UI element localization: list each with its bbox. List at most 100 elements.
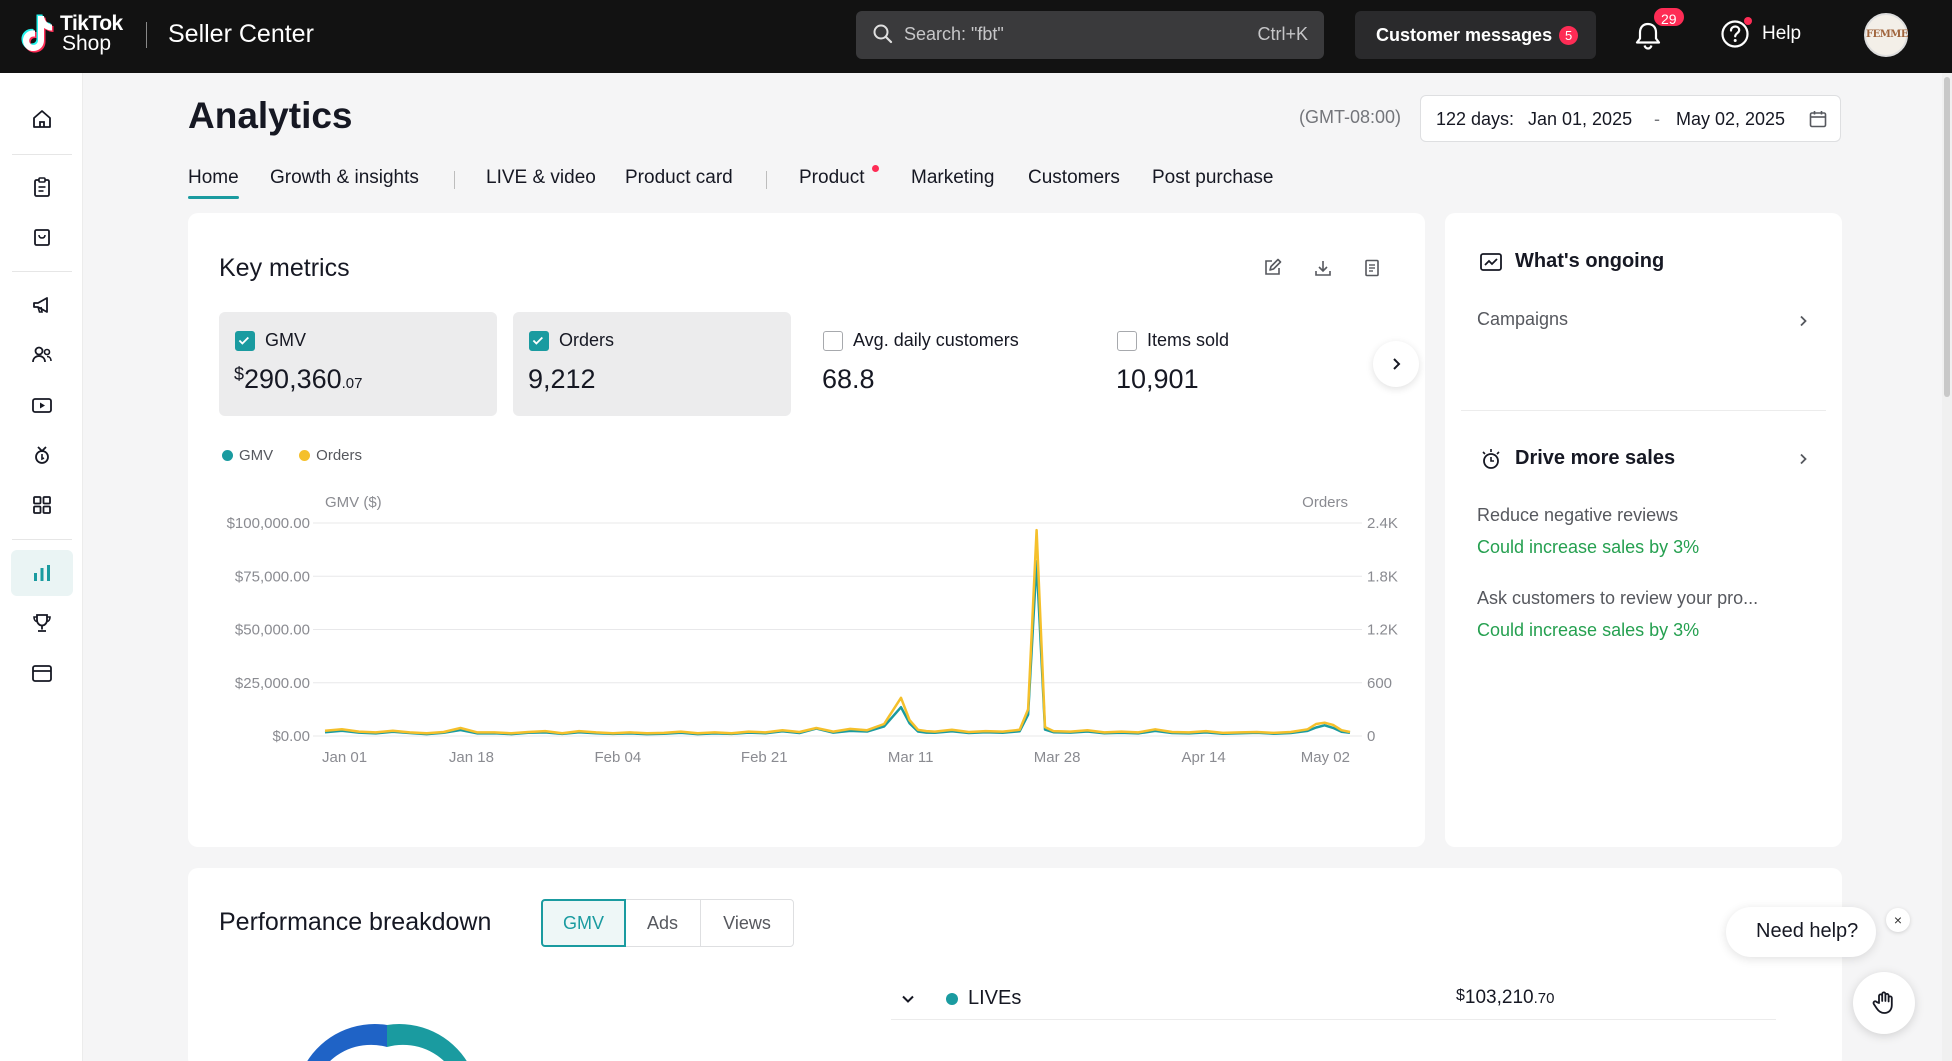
lives-amount: 103,210 — [1464, 987, 1534, 1008]
sidebar-item-marketing[interactable] — [11, 282, 73, 328]
orders-value: 9,212 — [528, 364, 596, 394]
sidebar-item-affiliates[interactable] — [11, 332, 73, 378]
tab-customers[interactable]: Customers — [1028, 167, 1120, 188]
x-tick: May 02 — [1301, 749, 1350, 766]
drive-more-sales-title[interactable]: Drive more sales — [1515, 447, 1676, 469]
gmv-cents: .07 — [341, 375, 363, 392]
top-bar: TikTok Shop Seller Center Search: "fbt" … — [0, 0, 1952, 73]
page-scrollbar[interactable] — [1942, 73, 1952, 1061]
x-tick: Apr 14 — [1181, 749, 1225, 766]
help-chat-button[interactable] — [1853, 972, 1915, 1034]
sidebar-item-finance[interactable] — [11, 650, 73, 696]
tab-live-video[interactable]: LIVE & video — [486, 167, 596, 188]
metrics-next-button[interactable] — [1373, 341, 1419, 387]
bell-icon[interactable] — [1632, 20, 1664, 52]
product-tab-dot — [872, 165, 879, 172]
y-tick-right: 1.8K — [1367, 568, 1398, 585]
series-line-orders[interactable] — [324, 528, 1351, 735]
help-label: Help — [1762, 23, 1802, 44]
search-input[interactable]: Search: "fbt" Ctrl+K — [856, 11, 1324, 59]
gmv-legend-label: GMV — [239, 447, 274, 464]
recommendation-title[interactable]: Ask customers to review your pro... — [1477, 588, 1759, 608]
gmv-amount: 290,360 — [244, 364, 342, 394]
date-range-end[interactable]: May 02, 2025 — [1676, 109, 1786, 129]
logo-line1: TikTok — [60, 12, 123, 35]
bar-chart-icon — [34, 565, 50, 581]
chevron-right-icon[interactable] — [1795, 313, 1811, 329]
scrollbar-thumb[interactable] — [1944, 77, 1950, 397]
need-help-bubble[interactable]: Need help? — [1726, 907, 1876, 957]
segment-views[interactable]: Views — [700, 899, 794, 947]
lives-currency: $ — [1456, 987, 1465, 1004]
metric-avg-daily-customers[interactable]: Avg. daily customers 68.8 — [807, 312, 1085, 416]
chart-legend: GMV Orders — [222, 447, 362, 464]
sidebar-item-analytics[interactable] — [11, 550, 73, 596]
tab-post-purchase[interactable]: Post purchase — [1152, 167, 1274, 188]
avg-daily-customers-checkbox[interactable] — [823, 331, 843, 351]
tiktok-shop-logo[interactable]: TikTok Shop — [20, 12, 123, 56]
avatar[interactable]: FEMME — [1864, 13, 1908, 57]
metric-orders[interactable]: Orders 9,212 — [513, 312, 791, 416]
sidebar-item-products[interactable] — [11, 214, 73, 260]
performance-donut-chart[interactable] — [302, 1023, 472, 1061]
chevron-down-icon[interactable] — [899, 990, 917, 1008]
legend-item-gmv[interactable]: GMV — [222, 447, 273, 464]
recommendation-title[interactable]: Reduce negative reviews — [1477, 505, 1679, 525]
gmv-orders-line-chart[interactable]: GMV ($) Orders $100,000.00 $75,000.00 $50,… — [188, 473, 1425, 793]
sparkle-icon — [1482, 449, 1500, 469]
date-range-picker[interactable]: 122 days: Jan 01, 2025 - May 02, 2025 — [1420, 95, 1841, 142]
donut-slice-blue — [307, 1024, 387, 1061]
segment-gmv[interactable]: GMV — [541, 899, 626, 947]
edit-icon[interactable] — [1261, 257, 1283, 279]
help-button[interactable]: Help — [1720, 17, 1802, 49]
items-sold-checkbox[interactable] — [1117, 331, 1137, 351]
help-icon — [1720, 17, 1752, 49]
close-icon[interactable]: × — [1886, 908, 1910, 932]
download-icon[interactable] — [1312, 257, 1334, 279]
tab-home[interactable]: Home — [188, 167, 239, 188]
sidebar-item-live-video[interactable] — [11, 382, 73, 428]
series-line-gmv[interactable] — [324, 560, 1351, 736]
timezone-label: (GMT-08:00) — [1299, 107, 1402, 127]
tab-growth-insights[interactable]: Growth & insights — [270, 167, 419, 188]
x-tick: Jan 01 — [322, 749, 367, 766]
y-tick-right: 0 — [1367, 728, 1375, 745]
customer-messages-label: Customer messages — [1376, 24, 1553, 45]
tab-product[interactable]: Product — [799, 167, 865, 188]
report-icon[interactable] — [1361, 257, 1383, 279]
gmv-checkbox[interactable] — [235, 331, 255, 351]
orders-legend-label: Orders — [316, 447, 363, 464]
sidebar-item-rewards[interactable] — [11, 432, 73, 478]
sidebar-item-apps[interactable] — [11, 482, 73, 528]
orders-checkbox[interactable] — [529, 331, 549, 351]
metric-items-sold[interactable]: Items sold 10,901 — [1101, 312, 1351, 416]
chevron-right-icon — [1393, 358, 1401, 370]
app-title[interactable]: Seller Center — [168, 20, 314, 48]
apps-grid-icon — [33, 496, 51, 514]
section-divider — [1461, 410, 1826, 411]
search-shortcut: Ctrl+K — [1257, 24, 1308, 44]
tab-marketing[interactable]: Marketing — [911, 167, 995, 188]
tab-product-card[interactable]: Product card — [625, 167, 733, 188]
sidebar-item-home[interactable] — [11, 96, 73, 142]
metric-gmv[interactable]: GMV $290,360.07 — [219, 312, 497, 416]
legend-item-orders[interactable]: Orders — [299, 447, 362, 464]
y-tick-left: $25,000.00 — [235, 675, 310, 692]
date-range-start[interactable]: Jan 01, 2025 — [1528, 109, 1633, 129]
lives-row[interactable]: LIVEs $103,210.70 — [891, 978, 1776, 1020]
sidebar-item-achievements[interactable] — [11, 600, 73, 646]
y-tick-right: 2.4K — [1367, 515, 1398, 532]
y-tick-right: 1.2K — [1367, 622, 1398, 639]
tab-divider — [766, 171, 767, 189]
campaigns-link[interactable]: Campaigns — [1477, 309, 1569, 329]
gmv-currency: $ — [234, 364, 245, 384]
sidebar-divider — [12, 154, 72, 155]
customer-messages-button[interactable]: Customer messages 5 — [1355, 11, 1596, 59]
lives-value: $103,210.70 — [1456, 987, 1554, 1009]
product-box-icon — [34, 229, 50, 246]
y-tick-right: 600 — [1367, 675, 1392, 692]
items-sold-value: 10,901 — [1116, 364, 1199, 394]
chevron-right-icon[interactable] — [1795, 451, 1811, 467]
sidebar-item-orders[interactable] — [11, 164, 73, 210]
segment-ads[interactable]: Ads — [624, 899, 701, 947]
